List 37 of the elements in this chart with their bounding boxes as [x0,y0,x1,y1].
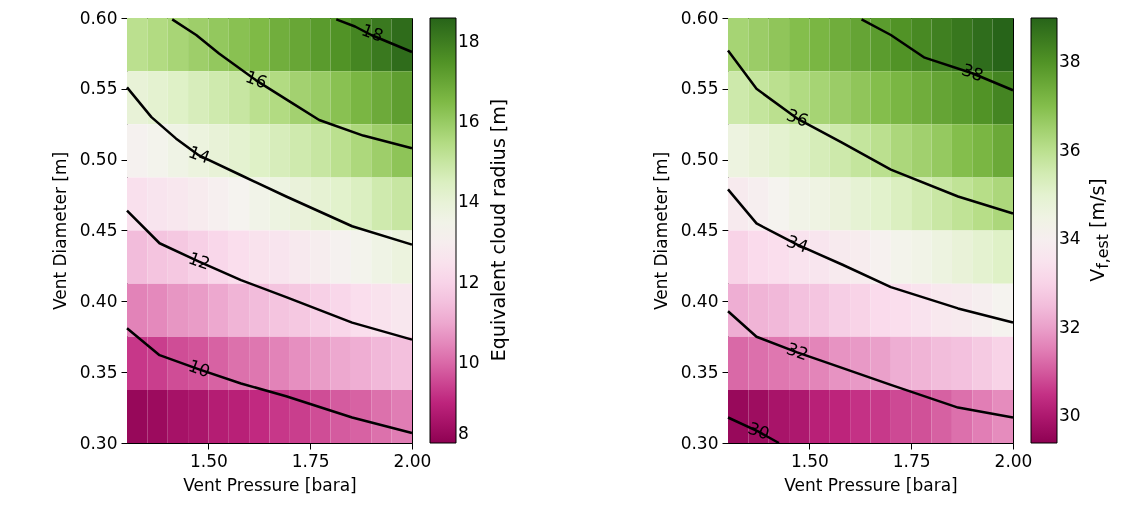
y-tick-label: 0.55 [680,78,719,99]
color-bar-label: 16 [458,111,480,132]
y-tick-label: 0.55 [79,78,118,99]
x-tick-label: 1.75 [892,450,931,471]
x-tick-label: 2.00 [393,450,432,471]
y-tick-label: 0.45 [680,220,719,240]
x-axis-title: Vent Pressure [bara] [784,474,958,495]
y-tick-label: 0.50 [680,149,719,170]
x-tick-label: 1.50 [190,450,228,471]
y-axis-title: Vent Diameter [m] [650,151,671,311]
annotation: 12 [185,247,213,274]
color-bar-label: 36 [1059,139,1081,160]
color-bar-label: 10 [458,351,480,372]
y-tick-label: 0.40 [680,290,719,311]
y-tick-label: 0.50 [79,149,118,170]
y-tick-label: 0.45 [79,220,118,240]
color-bar-label: 30 [1059,405,1081,426]
x-tick-label: 2.00 [994,450,1033,471]
y-tick-label: 0.60 [79,7,118,28]
y-tick-label: 0.35 [79,361,118,382]
color-bar-label: 34 [1059,228,1081,249]
color-bar-label: 14 [458,191,480,212]
y-tick-label: 0.30 [79,432,118,453]
y-tick-label: 0.30 [680,432,719,453]
x-tick-label: 1.50 [791,450,829,471]
color-bar-label: 38 [1059,51,1081,72]
y-tick-label: 0.35 [680,361,719,382]
color-bar-label: 12 [458,271,480,292]
y-tick-label: 0.60 [680,7,719,28]
color-bar-title: Equivalent cloud radius [m] [487,98,509,362]
color-bar-label: 18 [458,31,480,52]
color-bar-label: 8 [458,423,469,443]
y-tick-label: 0.40 [79,290,118,311]
x-tick-label: 1.75 [291,450,330,471]
y-axis-title: Vent Diameter [m] [49,151,70,311]
color-bar-label: 32 [1059,316,1081,337]
x-axis-title: Vent Pressure [bara] [183,474,357,495]
